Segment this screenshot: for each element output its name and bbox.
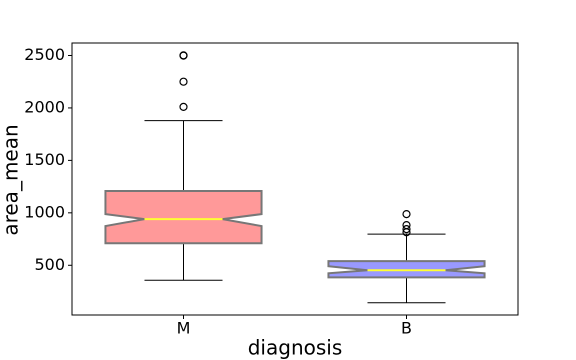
box: [104, 190, 263, 245]
y-tick-label: 1000: [24, 202, 65, 221]
outlier: [179, 102, 188, 111]
y-axis-label: area_mean: [0, 124, 23, 235]
outlier: [402, 224, 411, 234]
outlier: [179, 77, 188, 86]
x-tick-label: M: [177, 319, 191, 338]
outlier: [402, 221, 411, 230]
y-tick-label: 1500: [24, 150, 65, 169]
y-tick-label: 2500: [24, 45, 65, 64]
outlier: [179, 51, 188, 60]
y-tick-label: 2000: [24, 97, 65, 116]
plot-frame: [71, 42, 519, 316]
outlier: [402, 209, 411, 219]
y-tick-label: 500: [34, 255, 65, 274]
x-axis-label: diagnosis: [248, 336, 343, 360]
x-tick-label: B: [401, 319, 412, 338]
